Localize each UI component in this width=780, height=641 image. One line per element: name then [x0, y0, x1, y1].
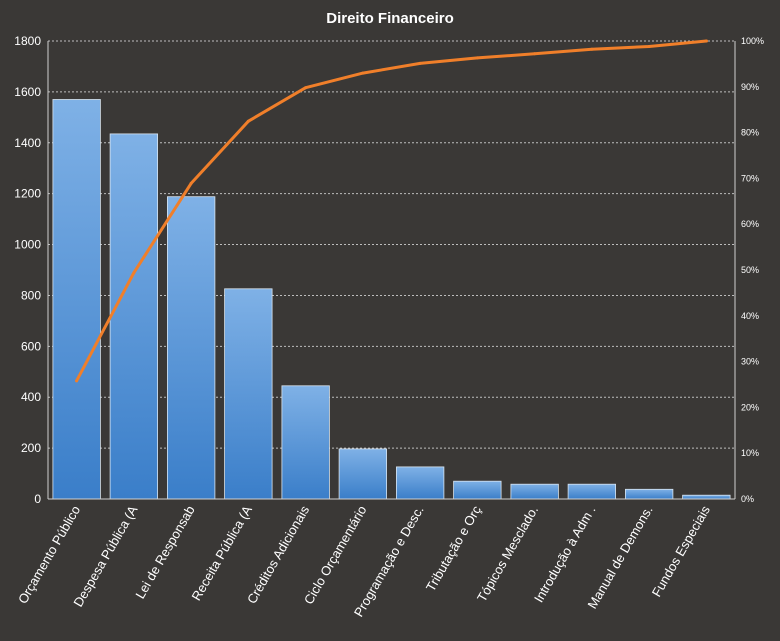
bar — [453, 480, 502, 500]
y2-tick-label: 40% — [741, 311, 759, 321]
y-tick-label: 0 — [34, 492, 41, 506]
y2-tick-label: 50% — [741, 265, 759, 275]
cumulative-point — [189, 181, 193, 185]
bar — [166, 196, 216, 500]
cumulative-point — [75, 379, 79, 383]
x-tick-label: Receita Pública (A — [189, 503, 256, 603]
cumulative-point — [533, 52, 537, 56]
y-tick-label: 800 — [21, 288, 41, 302]
y2-tick-label: 80% — [741, 128, 759, 138]
bar — [510, 483, 559, 500]
bar — [52, 99, 101, 500]
cumulative-point — [647, 45, 651, 48]
cumulative-point — [704, 39, 708, 43]
gridlines — [48, 40, 735, 449]
cumulative-point — [418, 61, 422, 65]
y-tick-label: 400 — [21, 390, 41, 404]
x-tick-label: Tributação e Orç — [423, 503, 484, 594]
y2-tick-label: 100% — [741, 36, 764, 46]
y-tick-label: 1200 — [14, 187, 41, 201]
y2-tick-label: 60% — [741, 219, 759, 229]
y2-tick-label: 90% — [741, 82, 759, 92]
axes — [47, 41, 736, 500]
x-tick-label: Ciclo Orçamentário — [301, 503, 370, 607]
x-tick-label: Fundos Especiais — [649, 503, 714, 600]
bar — [625, 488, 674, 500]
cumulative-point — [246, 119, 250, 123]
y-tick-label: 200 — [21, 441, 41, 455]
cumulative-point — [304, 86, 308, 90]
y-tick-label: 1000 — [14, 238, 41, 252]
chart-title: Direito Financeiro — [326, 10, 454, 27]
cumulative-point — [475, 56, 479, 60]
x-tick-label: Tópicos Mesclado. — [474, 503, 541, 604]
cumulative-line — [75, 39, 708, 383]
y-tick-label: 1800 — [14, 34, 41, 48]
y2-tick-label: 0% — [741, 494, 754, 504]
x-tick-label: Créditos Adicionais — [244, 503, 313, 607]
cumulative-point — [590, 47, 594, 51]
y-tick-label: 1400 — [14, 136, 41, 150]
cumulative-point — [361, 71, 365, 75]
bar — [395, 466, 445, 500]
y2-tick-label: 70% — [741, 173, 759, 183]
y-tick-label: 1600 — [14, 85, 41, 99]
bar — [281, 385, 330, 500]
x-tick-label: Lei de Responsab — [132, 503, 197, 601]
bar — [567, 483, 616, 500]
y2-tick-label: 10% — [741, 448, 759, 458]
y-tick-label: 600 — [21, 339, 41, 353]
bars — [52, 99, 731, 500]
y2-tick-label: 30% — [741, 357, 759, 367]
bar — [224, 288, 273, 500]
cumulative-line-layer — [75, 39, 708, 383]
x-tick-label: Manual de Demons. — [585, 503, 656, 611]
bar — [682, 494, 731, 500]
x-tick-label: Despesa Pública (A — [70, 503, 140, 610]
x-tick-label: Orçamento Público — [15, 503, 83, 606]
bar — [338, 448, 388, 500]
x-tick-label: Introdução à Adm . — [531, 503, 599, 605]
y2-tick-label: 20% — [741, 402, 759, 412]
bar — [109, 133, 158, 500]
cumulative-point — [132, 271, 136, 275]
